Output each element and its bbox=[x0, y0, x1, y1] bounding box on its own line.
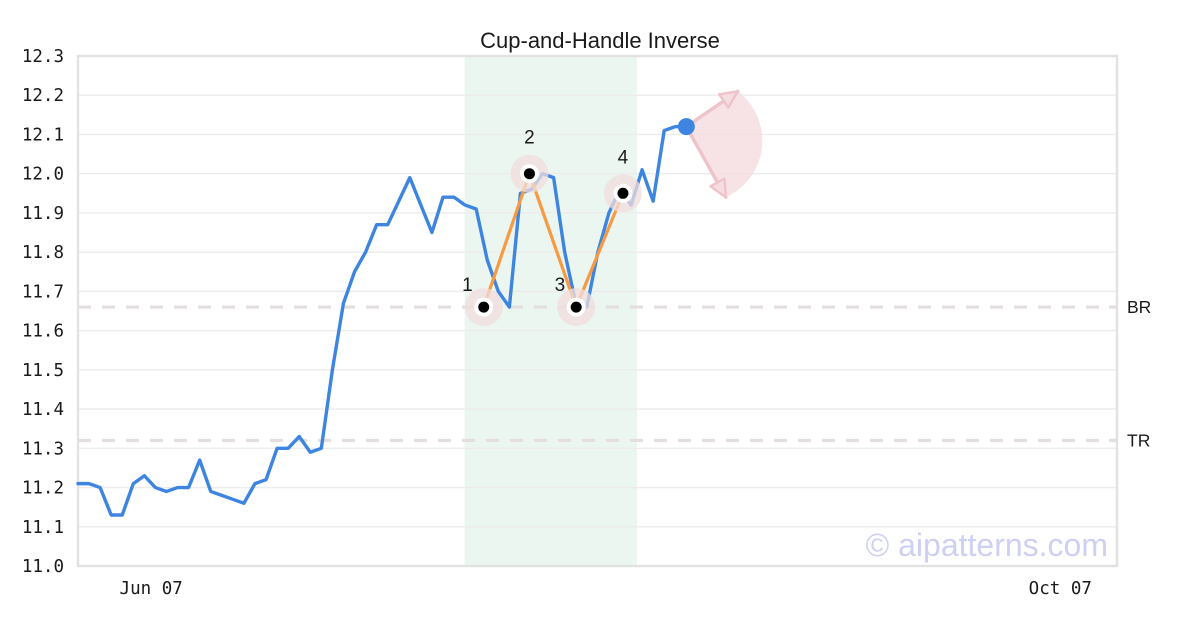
y-tick-label: 12.3 bbox=[22, 47, 64, 67]
y-tick-label: 11.1 bbox=[22, 518, 64, 538]
gridline-layer bbox=[78, 55, 1117, 567]
pattern-line-layer bbox=[482, 172, 625, 309]
level-labels: BR TR bbox=[1127, 297, 1151, 450]
level-label-breakout: BR bbox=[1127, 297, 1151, 317]
last-price-dot bbox=[677, 118, 695, 136]
page-title: Cup-and-Handle Inverse bbox=[480, 28, 720, 53]
projection-arrow-layer bbox=[677, 89, 740, 199]
x-axis-labels: Jun 07 Oct 07 bbox=[120, 579, 1092, 599]
level-label-trough: TR bbox=[1127, 430, 1150, 450]
pattern-polyline bbox=[482, 172, 625, 309]
y-tick-label: 12.0 bbox=[22, 165, 64, 185]
pattern-point-1[interactable] bbox=[478, 301, 490, 313]
pattern-marker-layer bbox=[464, 154, 642, 327]
y-tick-label: 11.3 bbox=[22, 439, 64, 459]
y-tick-label: 11.2 bbox=[22, 479, 64, 499]
pattern-point-label-3: 3 bbox=[555, 275, 566, 296]
level-line-layer bbox=[78, 305, 1117, 443]
pattern-point-label-2: 2 bbox=[524, 128, 535, 149]
pattern-point-4[interactable] bbox=[617, 187, 629, 199]
y-tick-label: 12.1 bbox=[22, 125, 64, 145]
y-tick-label: 12.2 bbox=[22, 86, 64, 106]
y-tick-label: 11.4 bbox=[22, 400, 64, 420]
y-tick-label: 11.7 bbox=[22, 282, 64, 302]
plot-frame bbox=[76, 54, 1119, 568]
watermark: © aipatterns.com bbox=[866, 527, 1108, 563]
projection-cone-layer bbox=[686, 91, 763, 198]
y-tick-label: 11.6 bbox=[22, 322, 64, 342]
y-tick-label: 11.5 bbox=[22, 361, 64, 381]
pattern-point-3[interactable] bbox=[570, 301, 582, 313]
y-tick-label: 11.8 bbox=[22, 243, 64, 263]
pattern-point-labels: 1 2 3 4 bbox=[462, 128, 629, 296]
y-tick-label: 11.9 bbox=[22, 204, 64, 224]
projection-arrow-down-head bbox=[709, 177, 727, 199]
plot-border bbox=[76, 54, 1119, 568]
x-tick-label: Jun 07 bbox=[120, 579, 183, 599]
y-tick-label: 11.0 bbox=[22, 557, 64, 577]
pattern-point-2[interactable] bbox=[523, 168, 535, 180]
pattern-point-label-4: 4 bbox=[618, 147, 629, 168]
x-tick-label: Oct 07 bbox=[1029, 579, 1092, 599]
projection-arrow-up-head bbox=[718, 90, 739, 109]
pattern-point-label-1: 1 bbox=[462, 275, 473, 296]
projection-cone bbox=[686, 91, 763, 198]
y-axis-labels: 11.0 11.1 11.2 11.3 11.4 11.5 11.6 11.7 11.8 11.9… bbox=[22, 47, 64, 577]
